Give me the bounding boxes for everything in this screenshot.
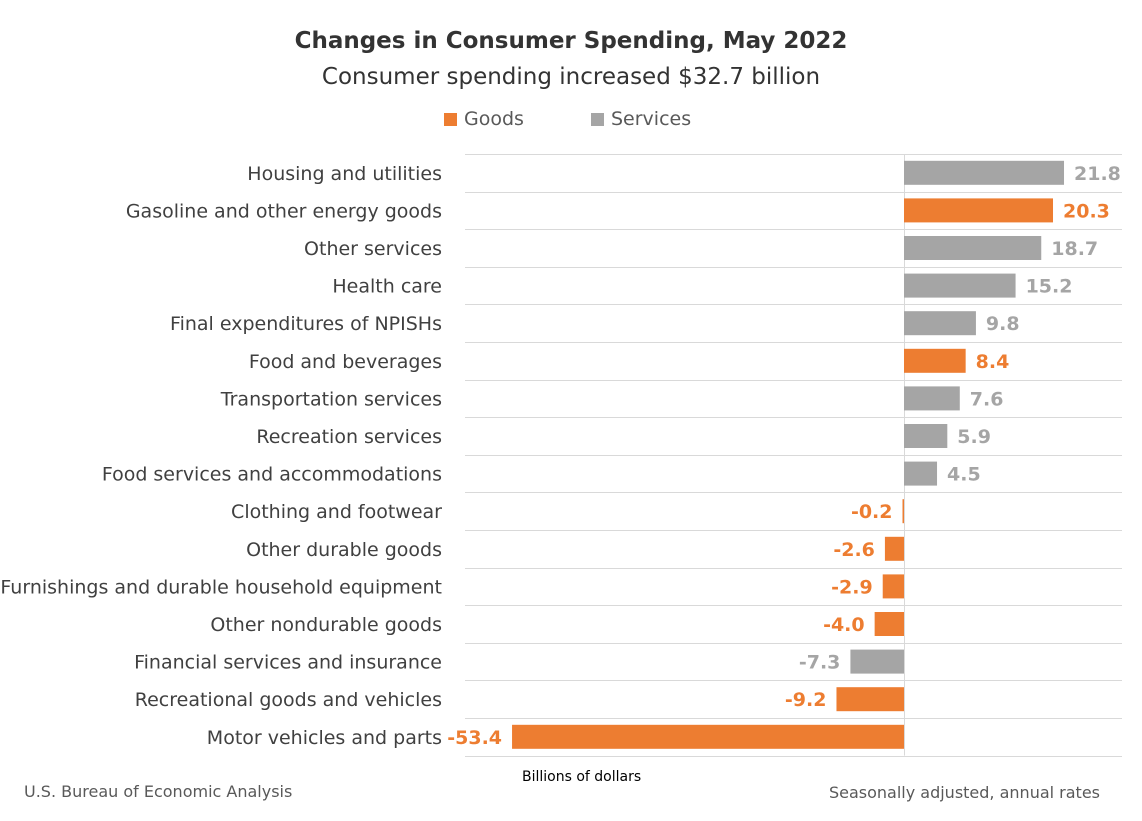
category-label: Food and beverages	[249, 351, 442, 373]
chart-title: Changes in Consumer Spending, May 2022	[294, 28, 848, 54]
bar	[874, 612, 904, 636]
data-label: 4.5	[947, 464, 981, 486]
data-label: -9.2	[785, 689, 827, 711]
data-label: 15.2	[1026, 276, 1073, 298]
category-label: Other durable goods	[246, 539, 442, 561]
source-note: U.S. Bureau of Economic Analysis	[24, 782, 293, 801]
category-label: Other nondurable goods	[210, 614, 442, 636]
data-label: -53.4	[447, 727, 502, 749]
bar	[904, 236, 1042, 260]
category-label: Housing and utilities	[247, 163, 442, 185]
data-label: -2.9	[831, 576, 873, 598]
bar	[904, 273, 1016, 298]
data-label: -0.2	[851, 501, 893, 523]
data-label: 5.9	[957, 426, 991, 448]
bar	[904, 198, 1054, 223]
bar	[836, 687, 904, 712]
category-label: Furnishings and durable household equipm…	[0, 576, 442, 598]
bar	[902, 499, 904, 524]
category-label: Transportation services	[220, 388, 442, 410]
category-label: Recreational goods and vehicles	[135, 689, 442, 711]
data-label: 7.6	[970, 388, 1004, 410]
legend-label: Goods	[464, 108, 524, 130]
legend-swatch-services	[591, 112, 604, 126]
legend-swatch-goods	[444, 112, 457, 126]
data-label: -2.6	[833, 539, 875, 561]
bar	[850, 649, 904, 674]
category-label: Final expenditures of NPISHs	[170, 313, 442, 335]
legend-services: Services	[591, 108, 691, 130]
category-label: Other services	[304, 238, 442, 260]
bar	[884, 536, 904, 561]
data-label: -4.0	[823, 614, 865, 636]
data-label: 20.3	[1063, 200, 1110, 222]
category-label: Food services and accommodations	[102, 464, 442, 486]
chart-subtitle: Consumer spending increased $32.7 billio…	[321, 64, 821, 90]
data-label: 8.4	[976, 351, 1010, 373]
data-label: 18.7	[1051, 238, 1098, 260]
data-label: 21.8	[1074, 163, 1121, 185]
footnote: Seasonally adjusted, annual rates	[828, 783, 1100, 802]
bar	[904, 160, 1065, 185]
category-label: Clothing and footwear	[231, 501, 442, 523]
data-label: -7.3	[799, 652, 841, 674]
bar	[904, 348, 966, 373]
category-label: Financial services and insurance	[134, 652, 442, 674]
category-label: Recreation services	[256, 426, 442, 448]
legend-label: Services	[611, 108, 692, 130]
bar	[882, 574, 904, 599]
legend-goods: Goods	[444, 108, 524, 130]
category-label: Motor vehicles and parts	[207, 727, 442, 749]
data-label: 9.8	[986, 313, 1020, 335]
x-axis-label: Billions of dollars	[522, 769, 642, 785]
category-label: Health care	[332, 276, 442, 298]
bar	[904, 311, 976, 336]
bar	[512, 724, 904, 749]
category-label: Gasoline and other energy goods	[126, 200, 442, 222]
bar	[904, 461, 938, 486]
bar	[904, 386, 960, 411]
bar	[904, 424, 948, 448]
